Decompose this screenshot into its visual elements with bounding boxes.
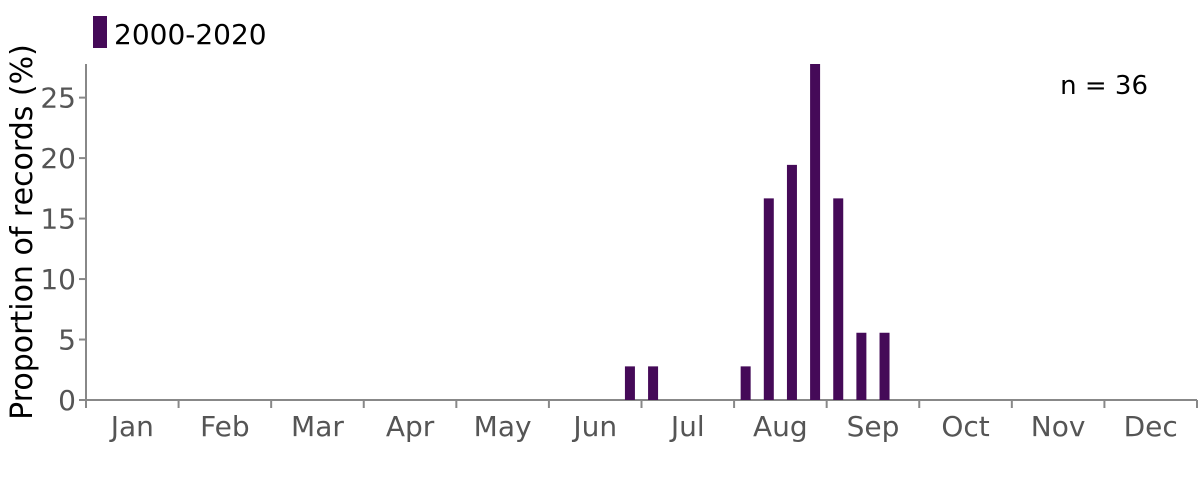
- x-tick-label: Apr: [386, 410, 435, 443]
- bar: [856, 332, 867, 400]
- x-tick-label: Jun: [571, 410, 617, 443]
- x-tick-label: Sep: [847, 410, 900, 443]
- bar: [810, 64, 821, 400]
- y-tick-label: 25: [40, 82, 76, 115]
- x-tick-label: Mar: [291, 410, 344, 443]
- x-tick-label: Feb: [200, 410, 250, 443]
- bar: [624, 366, 635, 400]
- y-axis-title: Proportion of records (%): [5, 44, 40, 420]
- x-tick-label: Jul: [669, 410, 705, 443]
- legend-swatch: [93, 16, 107, 48]
- y-tick-label: 15: [40, 203, 76, 236]
- x-tick-label: Jan: [109, 410, 154, 443]
- bar: [648, 366, 659, 400]
- y-tick-label: 10: [40, 263, 76, 296]
- bar: [786, 164, 797, 400]
- x-tick-label: Dec: [1124, 410, 1178, 443]
- bar: [763, 198, 774, 400]
- x-tick-label: Aug: [753, 410, 808, 443]
- y-tick-label: 0: [58, 384, 76, 417]
- x-tick-label: Oct: [941, 410, 989, 443]
- bar: [740, 366, 751, 400]
- y-tick-label: 5: [58, 324, 76, 357]
- legend: 2000-2020: [93, 16, 267, 51]
- x-tick-label: Nov: [1031, 410, 1086, 443]
- sample-size-annotation: n = 36: [1060, 71, 1148, 101]
- bar: [879, 332, 890, 400]
- x-tick-label: May: [474, 410, 532, 443]
- axes: 0 5 10 15 20 25 Jan Feb Mar Apr May Jun Jul Aug Sep Oct…: [40, 64, 1198, 443]
- bars: [624, 64, 890, 400]
- y-tick-label: 20: [40, 142, 76, 175]
- bar: [833, 198, 844, 400]
- legend-label: 2000-2020: [114, 18, 267, 51]
